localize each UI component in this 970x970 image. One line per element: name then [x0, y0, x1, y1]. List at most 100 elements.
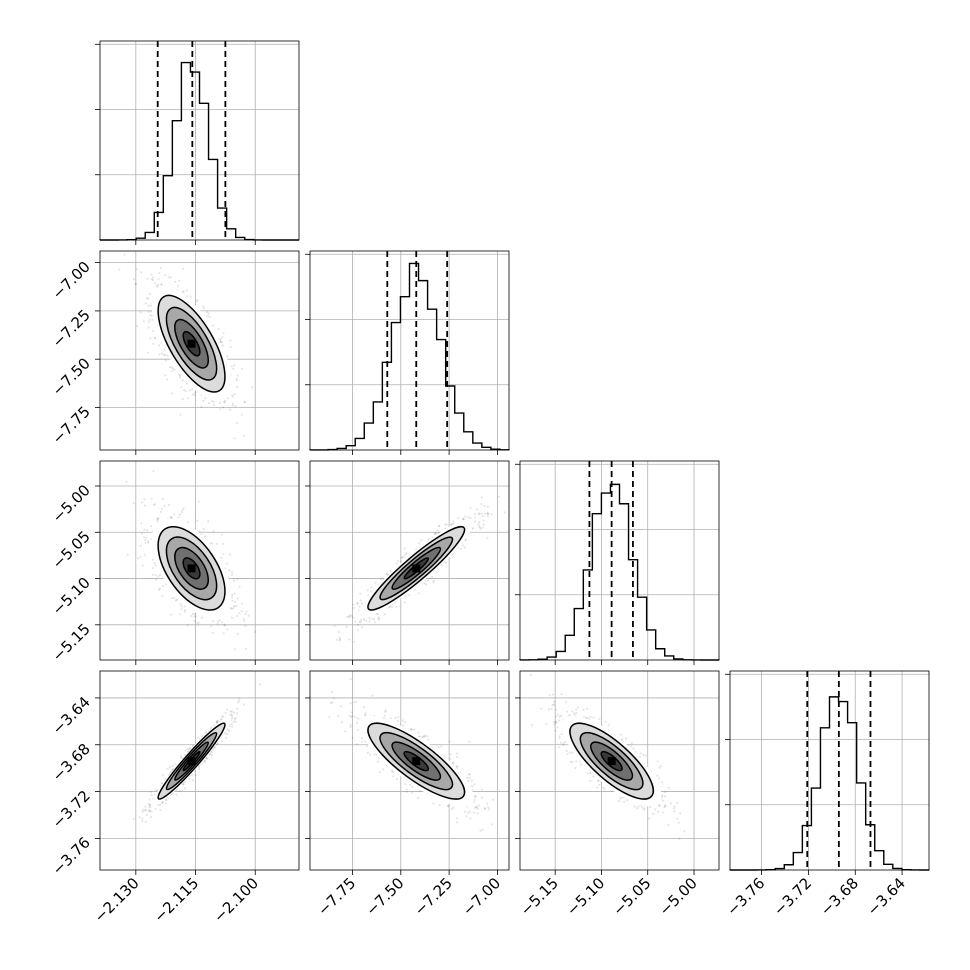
sample-point [258, 683, 262, 686]
sample-point [233, 364, 236, 367]
sample-point [345, 625, 348, 629]
sample-point [118, 268, 121, 271]
sample-point [236, 597, 239, 600]
sample-point [432, 581, 435, 584]
sample-point [196, 736, 199, 739]
sample-point [211, 542, 214, 545]
sample-point [418, 542, 421, 545]
sample-point [234, 404, 237, 408]
sample-point [155, 578, 158, 581]
sample-point [218, 401, 221, 405]
sample-point [243, 401, 246, 404]
density-peak [187, 757, 196, 766]
sample-point [140, 501, 143, 504]
sample-point [142, 536, 146, 539]
sample-point [352, 616, 355, 619]
sample-point [151, 318, 154, 321]
sample-point [180, 608, 183, 611]
sample-point [223, 623, 226, 626]
sample-point [481, 526, 484, 529]
sample-point [144, 805, 147, 808]
sample-point [184, 787, 187, 790]
sample-point [157, 344, 161, 347]
sample-point [171, 597, 174, 600]
sample-point [482, 519, 485, 522]
sample-point [229, 345, 232, 348]
sample-point [141, 809, 145, 812]
sample-point [158, 574, 162, 577]
sample-point [150, 793, 153, 797]
sample-point [231, 725, 234, 728]
sample-point [147, 304, 150, 307]
x-tick-label-1: −2.115 [150, 874, 202, 926]
sample-point [151, 558, 155, 561]
sample-point [148, 318, 151, 321]
sample-point [238, 612, 241, 615]
sample-point [213, 403, 216, 407]
sample-point [479, 526, 482, 529]
sample-point [236, 632, 239, 635]
density-peak [412, 564, 421, 573]
sample-point [126, 553, 129, 556]
sample-point [189, 295, 192, 298]
sample-point [235, 712, 239, 715]
sample-point [188, 389, 191, 392]
x-tick-label-2: −3.68 [817, 874, 862, 919]
sample-point [147, 802, 150, 806]
sample-point [359, 621, 362, 624]
sample-point [181, 508, 184, 511]
sample-point [244, 624, 247, 628]
sample-point [232, 605, 235, 608]
sample-point [161, 595, 164, 598]
sample-point [243, 619, 246, 622]
sample-point [438, 524, 441, 527]
sample-point [195, 615, 198, 618]
sample-point [151, 279, 154, 282]
sample-point [139, 544, 142, 547]
sample-point [482, 523, 485, 526]
histogram-panel-1 [305, 250, 510, 455]
y-tick-label-0: −5.15 [49, 620, 94, 665]
sample-point [159, 283, 163, 286]
sample-point [358, 605, 361, 608]
sample-point [146, 351, 150, 354]
sample-point [144, 538, 147, 542]
sample-point [147, 297, 150, 300]
sample-point [177, 516, 180, 519]
sample-point [480, 496, 483, 499]
sample-point [202, 399, 205, 402]
sample-point [153, 561, 156, 564]
sample-point [482, 515, 485, 518]
sample-point [163, 505, 166, 508]
sample-point [157, 517, 160, 520]
sample-point [132, 817, 135, 820]
sample-point [162, 353, 165, 357]
sample-point [445, 561, 448, 565]
scatter-frame [99, 670, 300, 871]
sample-point [204, 535, 207, 538]
sample-point [417, 592, 420, 595]
sample-point [191, 393, 194, 396]
sample-point [141, 564, 144, 567]
histogram-panel-3: −3.76 −3.72 −3.68 −3.64 [723, 670, 930, 919]
sample-point [146, 539, 150, 542]
sample-point [352, 607, 355, 610]
sample-point [247, 614, 250, 617]
sample-point [210, 753, 213, 757]
sample-point [221, 533, 224, 536]
sample-point [240, 367, 244, 370]
sample-point [148, 806, 152, 809]
sample-point [363, 618, 366, 621]
sample-point [242, 617, 245, 620]
sample-point [141, 810, 144, 814]
sample-point [459, 547, 462, 551]
sample-point [473, 516, 477, 519]
sample-point [160, 352, 163, 355]
sample-point [150, 278, 153, 281]
sample-point [147, 310, 150, 313]
sample-point [149, 314, 152, 317]
sample-point [191, 388, 194, 391]
sample-point [221, 542, 224, 546]
sample-point [226, 708, 229, 711]
